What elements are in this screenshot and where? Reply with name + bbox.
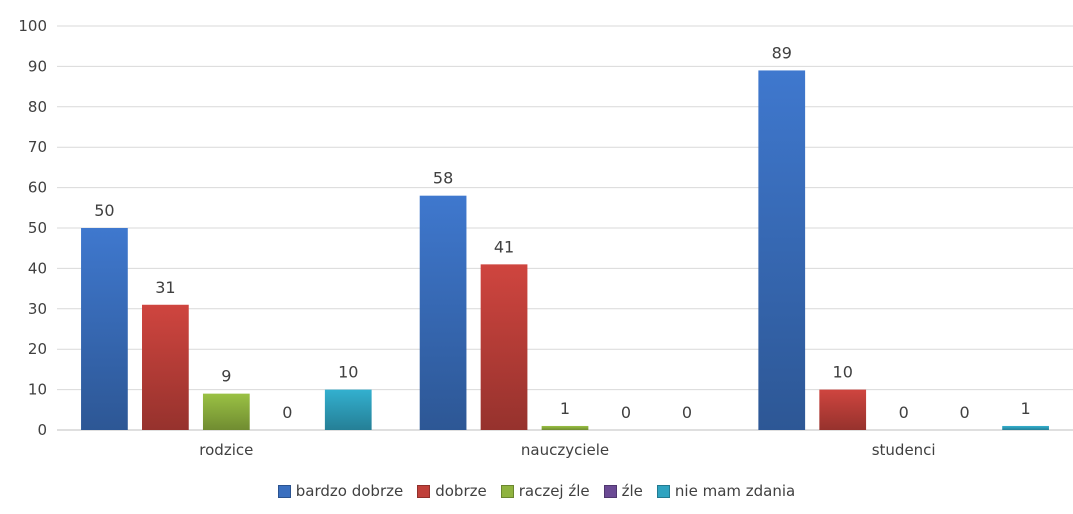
data-label: 31: [155, 278, 175, 297]
legend-label: bardzo dobrze: [295, 482, 404, 500]
legend-label: raczej źle: [518, 482, 590, 500]
legend-label: źle: [621, 482, 643, 500]
data-label: 1: [1020, 399, 1030, 418]
data-label: 89: [772, 43, 792, 62]
y-tick-label: 20: [28, 340, 47, 358]
legend-swatch: [500, 484, 514, 498]
data-label: 50: [94, 201, 114, 220]
data-label: 9: [221, 367, 231, 386]
legend-item: raczej źle: [500, 482, 590, 500]
bar: [81, 228, 128, 430]
x-tick-label: nauczyciele: [521, 441, 609, 459]
bar: [202, 393, 250, 430]
legend-item: bardzo dobrze: [277, 482, 404, 500]
legend-swatch: [417, 484, 431, 498]
legend-item: nie mam zdania: [656, 482, 796, 500]
y-tick-label: 30: [28, 300, 47, 318]
data-label: 0: [899, 403, 909, 422]
legend-swatch: [656, 484, 670, 498]
bar: [758, 70, 806, 430]
bar-chart-svg: 010203040506070809010050319010rodzice584…: [18, 17, 1073, 459]
y-tick-label: 60: [28, 179, 47, 197]
data-label: 41: [494, 237, 514, 256]
y-tick-label: 10: [28, 381, 47, 399]
bar: [324, 389, 372, 430]
legend-item: źle: [603, 482, 643, 500]
bar: [1002, 425, 1049, 430]
x-tick-label: studenci: [872, 441, 936, 459]
data-label: 58: [433, 169, 453, 188]
y-tick-label: 40: [28, 259, 47, 277]
bar: [419, 195, 467, 430]
legend-swatch: [603, 484, 617, 498]
x-tick-label: rodzice: [199, 441, 253, 459]
bar: [541, 425, 589, 430]
legend-label: nie mam zdania: [674, 482, 796, 500]
bar: [142, 304, 189, 430]
data-label: 0: [282, 403, 292, 422]
data-label: 1: [560, 399, 570, 418]
data-label: 0: [621, 403, 631, 422]
data-label: 10: [833, 363, 853, 382]
legend-label: dobrze: [435, 482, 487, 500]
bar: [480, 264, 528, 430]
y-tick-label: 50: [28, 219, 47, 237]
y-tick-label: 70: [28, 138, 47, 156]
y-tick-label: 100: [18, 17, 47, 35]
y-tick-label: 80: [28, 98, 47, 116]
data-label: 10: [338, 363, 358, 382]
data-label: 0: [960, 403, 970, 422]
y-tick-label: 0: [37, 421, 47, 439]
data-label: 0: [682, 403, 692, 422]
legend-swatch: [277, 484, 291, 498]
y-tick-label: 90: [28, 57, 47, 75]
bar: [819, 389, 867, 430]
legend: bardzo dobrze dobrze raczej źle źle nie mam …: [0, 482, 1073, 500]
legend-item: dobrze: [417, 482, 487, 500]
